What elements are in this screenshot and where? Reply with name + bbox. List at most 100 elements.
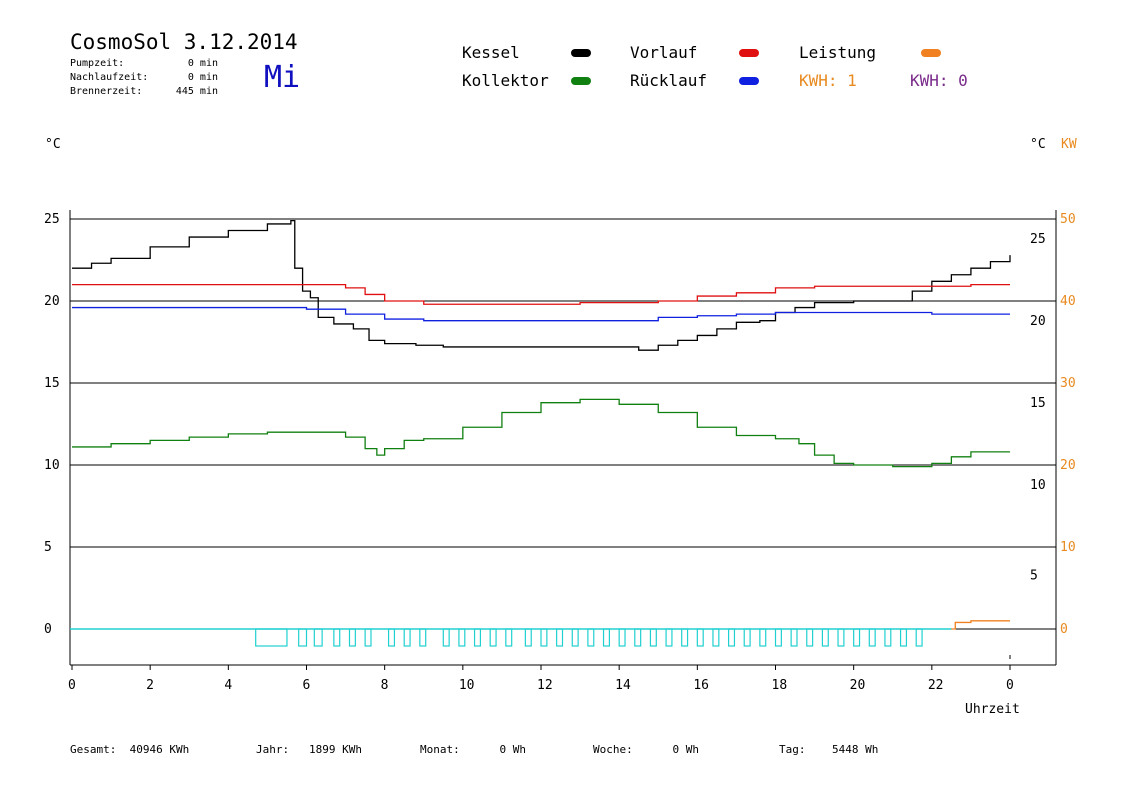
legend-kollektor-label: Kollektor [462,71,549,90]
x-axis-label: Uhrzeit [965,702,1020,717]
legend-leistung-swatch [921,49,941,57]
legend-vorlauf-label: Vorlauf [630,43,698,62]
x-tick-label: 0 [1006,678,1014,693]
footer-gesamt-value: 40946 KWh [129,743,190,756]
pump-pulse [853,628,861,647]
legend-vorlauf-swatch [739,49,759,57]
x-tick-label: 6 [303,678,311,693]
pump-pulse [403,628,411,647]
pump-pulse [743,628,751,647]
pump-layer [70,628,952,647]
x-tick-label: 22 [928,678,944,693]
pump-pulse [649,628,657,647]
legend-ruecklauf-swatch [739,77,759,85]
footer-woche-value: 0 Wh [672,743,700,756]
legend-kollektor-swatch [571,77,591,85]
y-tick-right-celsius: 10 [1030,478,1046,493]
footer-monat: Monat: 0 Wh [420,743,526,756]
pump-pulse [712,628,720,647]
pump-pulse [774,628,782,647]
y-tick-right-celsius: 15 [1030,396,1046,411]
left-axis-unit: °C [45,137,61,152]
pump-pulse [759,628,767,647]
y-tick-right-kw: 50 [1060,212,1076,227]
x-tick-label: 8 [381,678,389,693]
y-tick-left: 25 [44,212,60,227]
footer-monat-value: 0 Wh [499,743,527,756]
footer-jahr: Jahr: 1899 KWh [256,743,362,756]
pump-pulse [696,628,704,647]
x-tick-label: 12 [537,678,553,693]
pump-pulse [333,628,341,647]
pump-pulse [837,628,845,647]
y-tick-right-celsius: 20 [1030,314,1046,329]
x-tick-label: 0 [68,678,76,693]
series-leistung-line [951,620,1010,630]
pump-pulse [915,628,923,647]
footer-woche: Woche: 0 Wh [593,743,699,756]
pump-pulse [255,628,288,647]
x-tick-label: 14 [615,678,631,693]
footer-tag-label: Tag: [779,743,806,756]
right-axis-unit-celsius: °C [1030,137,1046,152]
pump-pulse [602,628,610,647]
series-kollektor-line [72,398,1010,468]
chart-title: CosmoSol 3.12.2014 [70,30,298,54]
stat-brennerzeit: Brennerzeit: 445 min [70,86,218,97]
pump-pulse [884,628,892,647]
y-tick-right-kw: 10 [1060,540,1076,555]
pump-pulse [618,628,626,647]
stat-brennerzeit-label: Brennerzeit: [70,86,143,97]
footer-tag: Tag: 5448 Wh [779,743,878,756]
pump-pulse [489,628,497,647]
legend-leistung-label: Leistung [799,43,877,62]
legend-kessel-swatch [571,49,591,57]
footer-jahr-label: Jahr: [256,743,290,756]
y-tick-right-kw: 40 [1060,294,1076,309]
y-tick-left: 20 [44,294,60,309]
y-tick-left: 5 [44,540,52,555]
pump-pulse [387,628,396,647]
kwh-total-2: KWH: 0 [910,71,968,90]
footer-monat-label: Monat: [420,743,460,756]
series-layer [72,219,1011,659]
y-tick-right-celsius: 25 [1030,232,1046,247]
pump-pulse [419,628,427,647]
pump-pulse [348,628,356,647]
pump-pulse [364,628,372,647]
y-tick-right-kw: 20 [1060,458,1076,473]
pump-pulse [313,628,323,647]
footer-gesamt: Gesamt: 40946 KWh [70,743,189,756]
pump-pulse [634,628,642,647]
pump-pulse [899,628,908,647]
pump-pulse [442,628,450,647]
pump-pulse [727,628,736,647]
pump-pulse [556,628,564,647]
pump-pulse [806,628,814,647]
footer-jahr-value: 1899 KWh [309,743,362,756]
pump-pulse [505,628,513,647]
stat-nachlaufzeit-value: 0 min [187,72,218,83]
stat-pumpzeit: Pumpzeit: 0 min [70,58,218,69]
series-r-cklauf-line [72,306,1010,322]
pump-pulse [524,628,532,647]
x-tick-label: 16 [693,678,709,693]
series-kessel-line [72,219,1011,351]
y-tick-right-kw: 0 [1060,622,1068,637]
series-vorlauf-line [72,283,1010,305]
stat-nachlaufzeit: Nachlaufzeit: 0 min [70,72,218,83]
x-tick-label: 18 [772,678,788,693]
pump-pulse [458,628,466,647]
pump-pulse [587,628,595,647]
pump-pulse [821,628,829,647]
x-tick-label: 10 [459,678,475,693]
legend-kessel-label: Kessel [462,43,520,62]
pump-pulse [298,628,308,647]
kwh-total-1: KWH: 1 [799,71,857,90]
footer-tag-value: 5448 Wh [832,743,879,756]
pump-pulse [790,628,798,647]
y-tick-right-celsius: 5 [1030,568,1038,583]
pump-pulse [473,628,482,647]
